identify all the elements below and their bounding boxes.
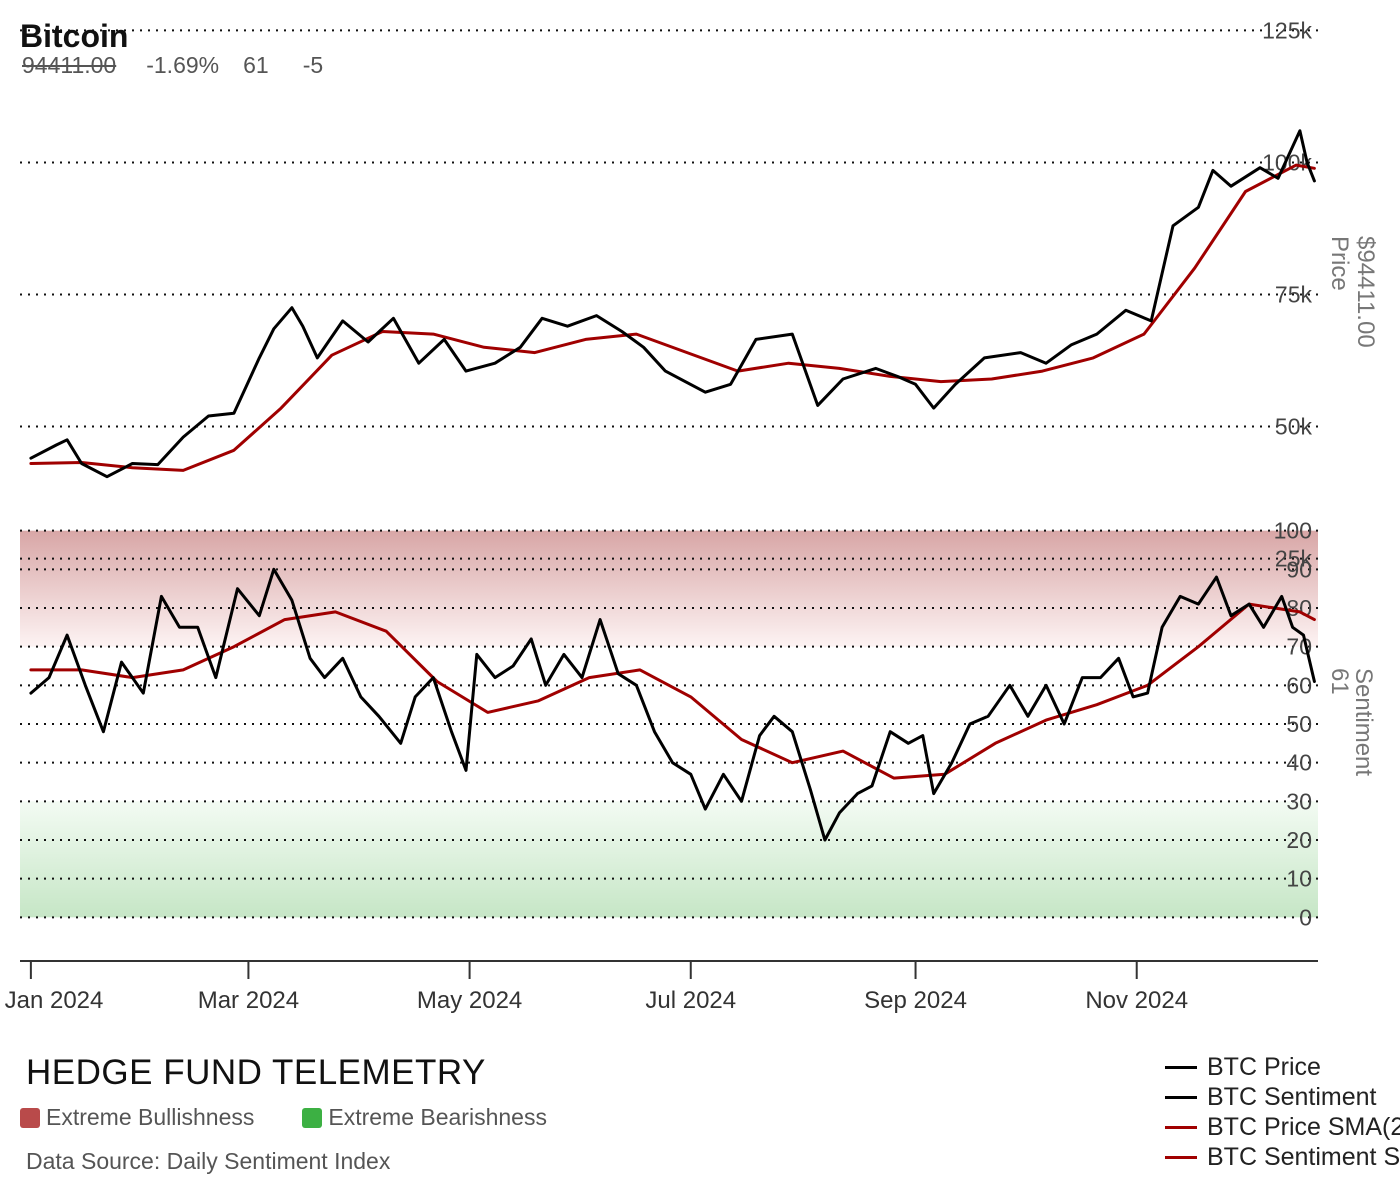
last-price: 94411.00 (22, 52, 117, 78)
series-line-btc-sentiment (29, 567, 1316, 842)
x-tick-label: Sep 2024 (864, 987, 967, 1014)
y-tick-label: 30 (1286, 788, 1312, 814)
price-axis-value: $94411.00 (1352, 236, 1379, 348)
key-extreme-bullishness: Extreme Bullishness (20, 1104, 254, 1131)
legend-item[interactable]: BTC Sentiment (1165, 1082, 1400, 1112)
sentiment-axis-value: 61 (1326, 668, 1353, 695)
price-axis-title: Price $94411.00 (1326, 236, 1379, 348)
y-tick-label: 0 (1299, 904, 1312, 930)
x-tick-label: May 2024 (417, 987, 522, 1014)
sentiment-bands (20, 530, 1318, 918)
y-tick-label: 25k (1275, 546, 1313, 572)
extreme-bullish-band (20, 530, 1318, 647)
bear-swatch (302, 1107, 323, 1128)
legend-label: BTC Price SMA(2 (1207, 1112, 1400, 1141)
legend-line-swatch (1165, 1095, 1197, 1099)
legend-line-swatch (1165, 1065, 1197, 1069)
bull-swatch (20, 1107, 40, 1128)
x-axis: Jan 2024 Mar 2024 May 2024 Jul 2024 Sep 2024… (5, 960, 1318, 1014)
y-tick-label: 50 (1286, 711, 1312, 737)
key-bull-label: Extreme Bullishness (46, 1104, 255, 1130)
sentiment-axis-label: Sentiment (1350, 668, 1377, 776)
series-line-btc-price-sma-2 (29, 163, 1316, 472)
y-tick-label: 20 (1286, 827, 1312, 853)
y-tick-label: 40 (1286, 750, 1312, 776)
sentiment-axis-title: Sentiment 61 (1326, 668, 1377, 783)
brand-name: HEDGE FUND TELEMETRY (26, 1053, 486, 1092)
series-line-btc-price (29, 129, 1316, 479)
legend-label: BTC Sentiment (1207, 1082, 1377, 1111)
x-tick-label: Jul 2024 (645, 987, 736, 1014)
sentiment-value: 61 (243, 52, 269, 78)
legend-line-swatch (1165, 1155, 1197, 1159)
data-source: Data Source: Daily Sentiment Index (26, 1148, 391, 1174)
y-tick-label: 125k (1262, 17, 1312, 43)
chart: 25k50k75k100k125k0102030405060708090100 … (5, 17, 1379, 1014)
legend-item[interactable]: BTC Price (1165, 1052, 1400, 1082)
extreme-bearish-band (20, 801, 1318, 918)
x-tick-label: Nov 2024 (1085, 987, 1188, 1014)
y-tick-label: 50k (1275, 414, 1313, 440)
x-tick-label: Jan 2024 (5, 987, 104, 1014)
y-tick-label: 100 (1274, 518, 1312, 544)
legend: BTC Price BTC Sentiment BTC Price SMA(2 … (1165, 1052, 1400, 1172)
band-key: Extreme Bullishness Extreme Bearishness (20, 1104, 595, 1131)
legend-item[interactable]: BTC Sentiment S (1165, 1142, 1400, 1172)
price-change: -1.69% (146, 52, 220, 78)
y-tick-label: 10 (1286, 866, 1312, 892)
y-tick-label: 60 (1286, 672, 1312, 698)
sentiment-change: -5 (302, 52, 324, 78)
y-tick-label: 75k (1275, 282, 1313, 308)
series-lines (29, 129, 1316, 842)
grid-lines (20, 29, 1318, 919)
legend-line-swatch (1165, 1125, 1197, 1129)
x-tick-label: Mar 2024 (198, 987, 299, 1014)
y-tick-label: 90 (1286, 556, 1312, 582)
chart-title: Bitcoin (20, 18, 129, 54)
legend-label: BTC Sentiment S (1207, 1142, 1400, 1171)
key-bear-label: Extreme Bearishness (328, 1104, 547, 1130)
legend-item[interactable]: BTC Price SMA(2 (1165, 1112, 1400, 1142)
header-stats: 94411.00 -1.69% 61 -5 (22, 52, 323, 79)
legend-label: BTC Price (1207, 1052, 1321, 1081)
key-extreme-bearishness: Extreme Bearishness (302, 1104, 547, 1131)
price-axis-label: Price (1326, 236, 1353, 291)
